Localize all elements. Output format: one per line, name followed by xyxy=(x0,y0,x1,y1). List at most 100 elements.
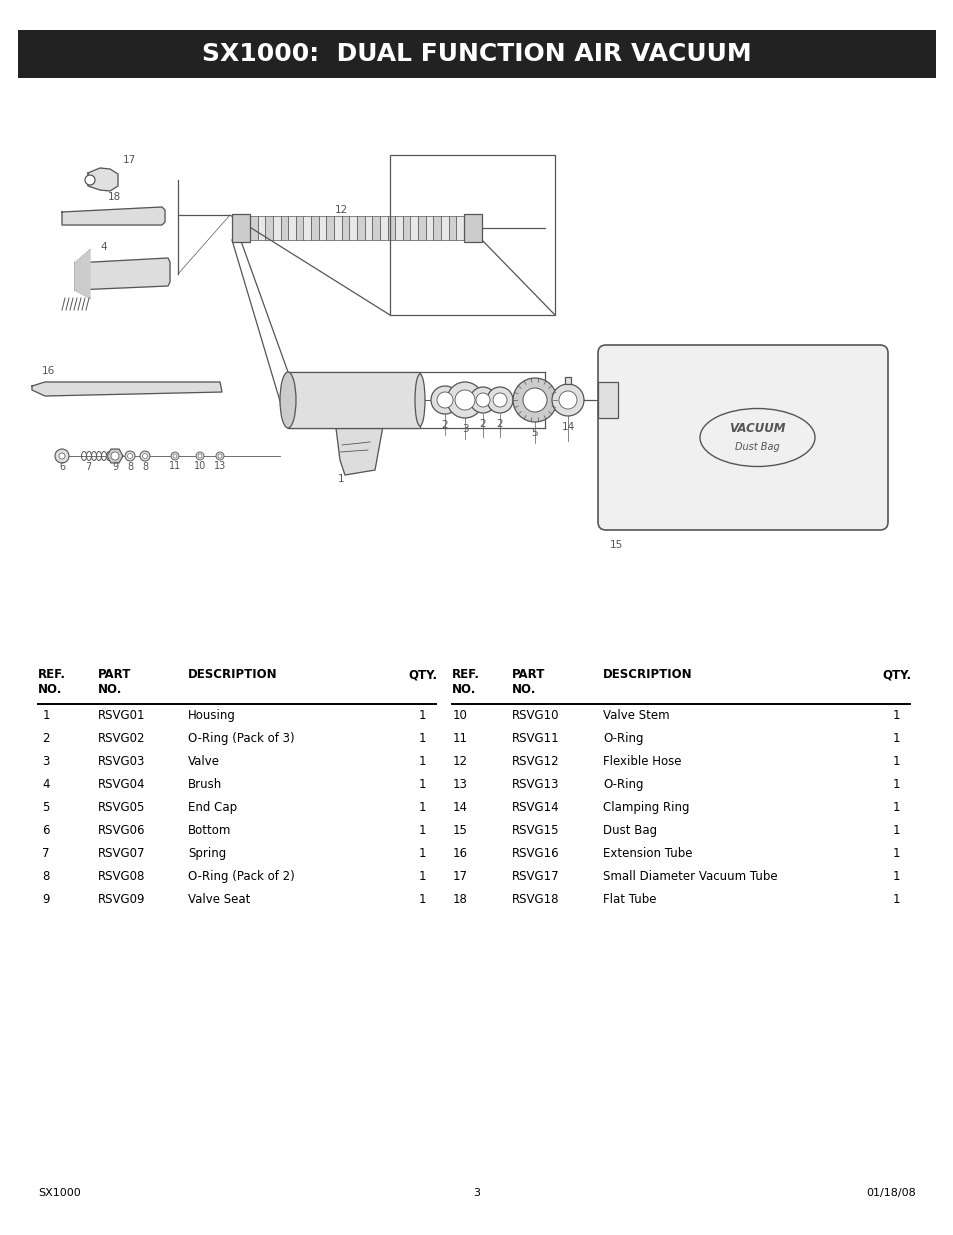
Bar xyxy=(303,216,311,240)
Text: 1: 1 xyxy=(417,709,425,722)
Text: 15: 15 xyxy=(452,824,467,837)
Text: 1: 1 xyxy=(417,893,425,906)
Text: SX1000: SX1000 xyxy=(38,1188,81,1198)
Text: 6: 6 xyxy=(42,824,50,837)
Text: RSVG17: RSVG17 xyxy=(512,869,559,883)
Text: 1: 1 xyxy=(417,847,425,860)
Text: RSVG04: RSVG04 xyxy=(98,778,146,790)
Text: DESCRIPTION: DESCRIPTION xyxy=(602,668,692,680)
Text: Dust Bag: Dust Bag xyxy=(602,824,657,837)
Bar xyxy=(280,216,288,240)
Bar xyxy=(372,216,379,240)
Text: RSVG05: RSVG05 xyxy=(98,802,145,814)
Text: 18: 18 xyxy=(452,893,467,906)
Bar xyxy=(318,216,326,240)
Text: 2: 2 xyxy=(479,419,486,429)
Text: 2: 2 xyxy=(441,420,448,430)
Circle shape xyxy=(470,387,496,412)
Text: 1: 1 xyxy=(417,778,425,790)
Text: PART
NO.: PART NO. xyxy=(98,668,132,697)
Text: REF.
NO.: REF. NO. xyxy=(452,668,479,697)
Circle shape xyxy=(486,387,513,412)
Text: 1: 1 xyxy=(417,755,425,768)
Text: 4: 4 xyxy=(100,242,107,252)
Bar xyxy=(326,216,334,240)
Text: 9: 9 xyxy=(42,893,50,906)
Circle shape xyxy=(455,390,475,410)
Bar xyxy=(364,216,372,240)
Text: 3: 3 xyxy=(42,755,50,768)
Bar xyxy=(433,216,440,240)
Text: 8: 8 xyxy=(42,869,50,883)
Bar xyxy=(402,216,410,240)
Text: Valve Seat: Valve Seat xyxy=(188,893,250,906)
Text: 1: 1 xyxy=(417,732,425,745)
Ellipse shape xyxy=(280,372,295,429)
Text: RSVG06: RSVG06 xyxy=(98,824,146,837)
Text: 10: 10 xyxy=(452,709,467,722)
Circle shape xyxy=(218,454,222,458)
Circle shape xyxy=(431,387,458,414)
Text: 17: 17 xyxy=(452,869,467,883)
Bar xyxy=(257,216,265,240)
Circle shape xyxy=(171,452,179,459)
Text: RSVG10: RSVG10 xyxy=(512,709,558,722)
Ellipse shape xyxy=(415,374,424,426)
Text: 1: 1 xyxy=(891,732,899,745)
Bar xyxy=(311,216,318,240)
Bar xyxy=(349,216,356,240)
Text: Spring: Spring xyxy=(188,847,226,860)
Bar xyxy=(564,377,571,384)
Text: 8: 8 xyxy=(127,462,132,472)
Text: VACUUM: VACUUM xyxy=(728,422,785,435)
Bar xyxy=(425,216,433,240)
Text: 14: 14 xyxy=(452,802,467,814)
Bar xyxy=(356,216,364,240)
Text: 13: 13 xyxy=(213,461,226,471)
Bar xyxy=(390,156,555,315)
Text: 1: 1 xyxy=(417,869,425,883)
Text: 16: 16 xyxy=(452,847,467,860)
Text: 12: 12 xyxy=(335,205,348,215)
Text: 2: 2 xyxy=(42,732,50,745)
Bar xyxy=(417,216,425,240)
Text: 4: 4 xyxy=(42,778,50,790)
Text: 1: 1 xyxy=(337,474,344,484)
Bar xyxy=(387,216,395,240)
Text: RSVG11: RSVG11 xyxy=(512,732,559,745)
Bar xyxy=(448,216,456,240)
Circle shape xyxy=(111,452,119,459)
Text: 1: 1 xyxy=(891,893,899,906)
Text: QTY.: QTY. xyxy=(408,668,436,680)
Text: RSVG02: RSVG02 xyxy=(98,732,146,745)
Polygon shape xyxy=(32,382,222,396)
Bar xyxy=(463,214,481,242)
Polygon shape xyxy=(107,450,123,463)
Text: SX1000:  DUAL FUNCTION AIR VACUUM: SX1000: DUAL FUNCTION AIR VACUUM xyxy=(202,42,751,65)
Text: Extension Tube: Extension Tube xyxy=(602,847,692,860)
Bar xyxy=(273,216,280,240)
Circle shape xyxy=(172,454,177,458)
Text: 11: 11 xyxy=(169,461,181,471)
Text: O-Ring (Pack of 2): O-Ring (Pack of 2) xyxy=(188,869,294,883)
Text: 12: 12 xyxy=(452,755,467,768)
Text: RSVG13: RSVG13 xyxy=(512,778,558,790)
Circle shape xyxy=(447,382,482,417)
Text: 7: 7 xyxy=(42,847,50,860)
Text: Clamping Ring: Clamping Ring xyxy=(602,802,689,814)
Text: 1: 1 xyxy=(891,709,899,722)
Text: RSVG18: RSVG18 xyxy=(512,893,558,906)
Text: RSVG01: RSVG01 xyxy=(98,709,146,722)
Polygon shape xyxy=(88,168,118,191)
Bar xyxy=(288,372,419,429)
Circle shape xyxy=(522,388,546,412)
Text: RSVG08: RSVG08 xyxy=(98,869,145,883)
Text: 1: 1 xyxy=(891,847,899,860)
Text: 16: 16 xyxy=(42,366,55,375)
Text: 1: 1 xyxy=(891,869,899,883)
Text: RSVG15: RSVG15 xyxy=(512,824,558,837)
Circle shape xyxy=(552,384,583,416)
Circle shape xyxy=(493,393,506,408)
Bar xyxy=(250,216,257,240)
Text: RSVG09: RSVG09 xyxy=(98,893,146,906)
